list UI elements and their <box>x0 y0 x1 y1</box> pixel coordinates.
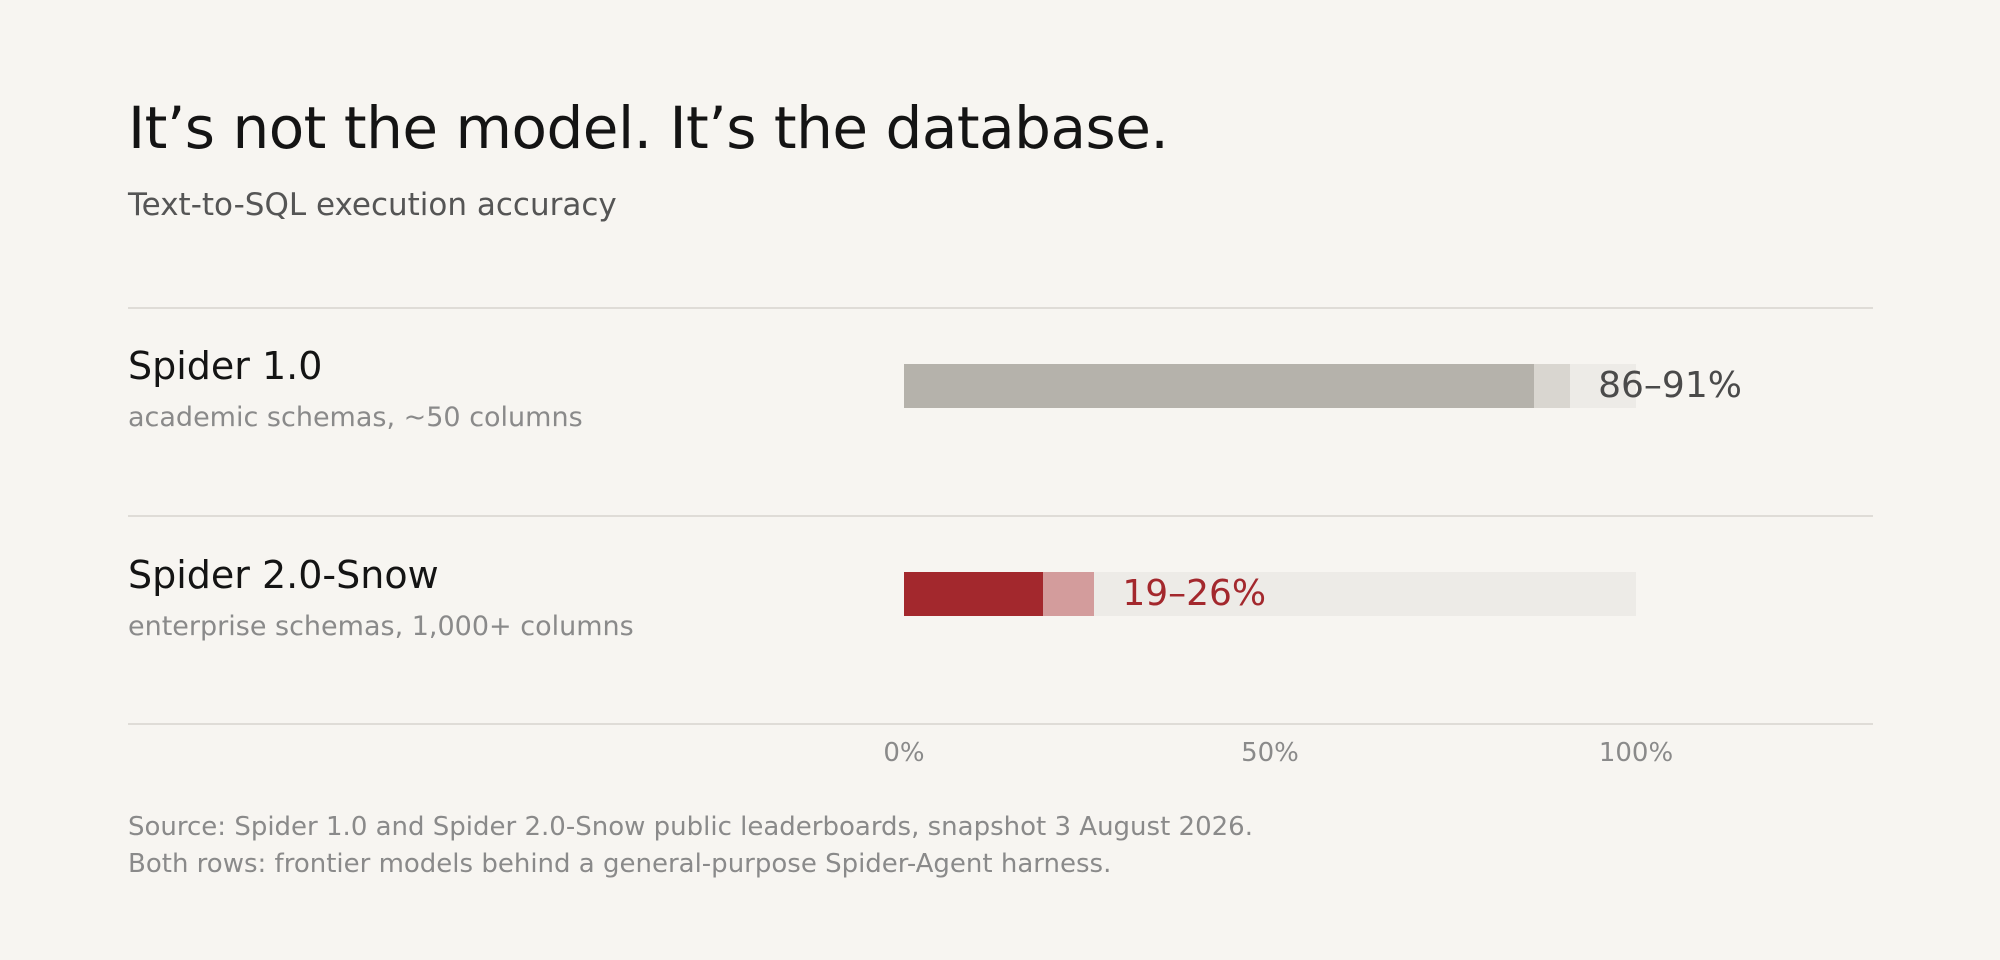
axis-line <box>128 723 1873 725</box>
row-sublabel-spider-2-snow: enterprise schemas, 1,000+ columns <box>128 611 634 642</box>
bar-spider-2-snow-low <box>904 572 1044 616</box>
bar-spider-1-range <box>1533 364 1571 408</box>
bar-track-spider-1: 86–91% <box>904 364 1742 408</box>
source-note: Source: Spider 1.0 and Spider 2.0-Snow p… <box>128 812 1253 842</box>
x-tick-label: 50% <box>1241 738 1299 768</box>
range-label-spider-1: 86–91% <box>1598 365 1742 406</box>
chart-subtitle: Text-to-SQL execution accuracy <box>128 187 617 223</box>
row-label-spider-2-snow: Spider 2.0-Snow <box>128 553 439 597</box>
x-tick-label: 100% <box>1598 738 1674 768</box>
source-note-2: Both rows: frontier models behind a gene… <box>128 849 1112 879</box>
range-label-spider-2-snow: 19–26% <box>1122 573 1267 614</box>
row-divider <box>128 515 1873 517</box>
top-divider <box>128 307 1873 309</box>
bar-track-spider-2-snow: 19–26% <box>904 572 1636 616</box>
chart-title: It’s not the model. It’s the database. <box>128 94 1169 162</box>
bar-spider-2-snow-range <box>1043 572 1095 616</box>
row-sublabel-spider-1: academic schemas, ~50 columns <box>128 402 583 433</box>
x-tick-label: 0% <box>883 738 925 768</box>
row-label-spider-1: Spider 1.0 <box>128 344 323 388</box>
bar-spider-1-low <box>904 364 1534 408</box>
